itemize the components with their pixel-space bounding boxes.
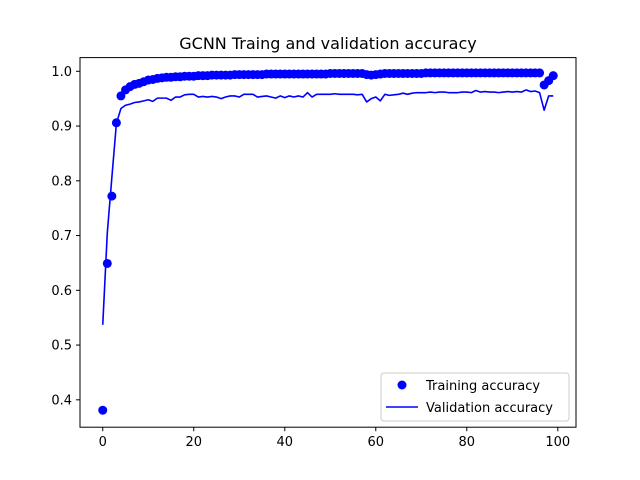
x-tick-label: 80 (459, 435, 476, 450)
y-tick-label: 0.6 (51, 284, 72, 299)
y-tick-label: 0.5 (51, 339, 72, 354)
y-tick-label: 0.8 (51, 174, 72, 189)
series-layer (98, 68, 558, 415)
y-tick-label: 0.9 (51, 120, 72, 135)
series-line-validation-accuracy (101, 89, 554, 325)
training-accuracy-point (111, 118, 121, 128)
x-tick-label: 0 (99, 435, 107, 450)
legend: Training accuracy Validation accuracy (380, 372, 570, 422)
legend-marker-training (397, 380, 407, 390)
x-tick-label: 40 (276, 435, 293, 450)
y-tick-label: 0.7 (51, 229, 72, 244)
training-accuracy-point (535, 68, 545, 78)
training-accuracy-point (548, 71, 558, 81)
training-accuracy-point (107, 191, 117, 201)
legend-box (380, 372, 570, 422)
y-tick-label: 1.0 (51, 65, 72, 80)
plot-area (80, 57, 576, 428)
x-tick-label: 60 (368, 435, 385, 450)
x-tick-label: 20 (185, 435, 202, 450)
training-accuracy-point (102, 258, 112, 268)
x-tick-label: 100 (545, 435, 570, 450)
legend-label-validation: Validation accuracy (426, 401, 553, 416)
y-tick-label: 0.4 (51, 393, 72, 408)
legend-label-training: Training accuracy (425, 379, 540, 394)
axes-layer: 0 20 40 60 80 100 0.4 0.5 0.6 0.7 0.8 0.9 1.0 (51, 57, 577, 450)
axes-frame (79, 57, 577, 428)
training-accuracy-point (98, 405, 108, 415)
chart-title: GCNN Traing and validation accuracy (179, 34, 476, 53)
